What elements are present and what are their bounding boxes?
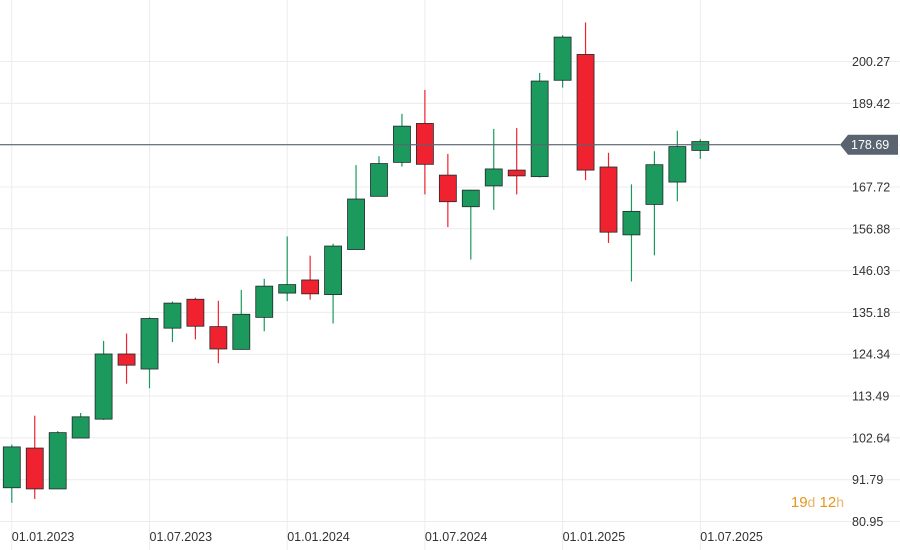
y-tick-label: 91.79 xyxy=(852,473,883,487)
candle-body xyxy=(553,36,572,81)
candle-body xyxy=(71,416,90,439)
candle-body xyxy=(576,54,595,171)
x-tick-label: 01.07.2023 xyxy=(150,530,213,544)
candle-body xyxy=(347,198,365,250)
countdown-hours-unit: h xyxy=(836,494,844,510)
candle xyxy=(25,415,44,499)
candle-countdown-timer: 19d 12h xyxy=(791,494,844,511)
candle xyxy=(209,300,228,364)
candle xyxy=(645,151,664,256)
y-tick-label: 146.03 xyxy=(852,264,890,278)
candle xyxy=(301,255,320,300)
candle xyxy=(255,278,274,332)
y-tick-label: 189.42 xyxy=(852,97,890,111)
candle xyxy=(2,444,21,503)
candle-body xyxy=(645,164,664,205)
candle-body xyxy=(163,302,182,329)
candle xyxy=(71,412,90,439)
candle xyxy=(393,113,411,167)
candle-body xyxy=(48,432,67,490)
candle-body xyxy=(140,318,159,370)
candle xyxy=(599,152,618,243)
candle-body xyxy=(530,80,549,178)
candle xyxy=(484,128,503,210)
y-tick-label: 200.27 xyxy=(852,55,890,69)
candle xyxy=(94,340,113,420)
candles xyxy=(2,22,710,503)
x-tick-label: 01.07.2024 xyxy=(425,530,488,544)
x-tick-label: 01.01.2024 xyxy=(287,530,350,544)
candle-body xyxy=(415,123,434,165)
y-tick-label: 80.95 xyxy=(852,515,883,529)
candle xyxy=(163,301,182,343)
countdown-days: 19 xyxy=(790,494,808,511)
candle-body xyxy=(507,169,526,177)
current-price-line: 178.69 xyxy=(0,134,898,155)
candle-body xyxy=(324,245,343,296)
candle xyxy=(370,156,388,197)
candle xyxy=(438,153,457,228)
candle-body xyxy=(186,298,205,327)
y-tick-label: 167.72 xyxy=(852,180,890,194)
candle-body xyxy=(94,353,113,420)
candle-body xyxy=(25,447,44,490)
candle xyxy=(461,189,480,260)
candle xyxy=(553,35,572,88)
x-tick-label: 01.01.2023 xyxy=(12,530,75,544)
current-price-label: 178.69 xyxy=(851,138,889,152)
candle xyxy=(186,297,205,340)
current-price-label-bg xyxy=(840,134,898,155)
candle xyxy=(507,128,526,195)
candle xyxy=(668,130,687,202)
candle xyxy=(576,22,595,181)
candle-body xyxy=(301,279,320,295)
candle xyxy=(622,184,641,282)
candle-body xyxy=(117,353,136,366)
x-tick-label: 01.07.2025 xyxy=(700,530,763,544)
candle xyxy=(278,236,297,302)
y-tick-label: 102.64 xyxy=(852,431,890,445)
x-axis: 01.01.2023 01.07.2023 01.01.2024 01.07.2024… xyxy=(12,530,763,544)
y-tick-label: 113.49 xyxy=(852,390,889,404)
candle xyxy=(48,431,67,490)
countdown-days-unit: d xyxy=(807,494,816,510)
candle xyxy=(530,72,549,178)
candle xyxy=(232,289,251,350)
candle xyxy=(140,317,159,389)
candle-body xyxy=(255,285,274,318)
candle xyxy=(415,89,434,195)
y-tick-label: 124.34 xyxy=(852,348,890,362)
candle xyxy=(347,165,365,250)
y-tick-label: 156.88 xyxy=(852,222,890,236)
candle-body xyxy=(599,166,618,233)
y-axis: 200.27 189.42 167.72 156.88 146.03 135.18 124.… xyxy=(852,55,890,529)
candle xyxy=(691,139,710,159)
y-tick-label: 135.18 xyxy=(852,306,890,320)
candle-body xyxy=(691,141,710,151)
candle-body xyxy=(370,163,388,197)
candle xyxy=(117,333,136,384)
candle-body xyxy=(2,446,21,489)
candle-body xyxy=(484,168,503,187)
candle-body xyxy=(438,174,457,203)
candle-body xyxy=(232,313,251,350)
candle-body xyxy=(622,210,641,236)
countdown-hours: 12 xyxy=(819,494,837,511)
candle-body xyxy=(461,189,480,208)
x-tick-label: 01.01.2025 xyxy=(563,530,626,544)
candle-body xyxy=(278,284,297,294)
candle-body xyxy=(668,146,687,183)
candle xyxy=(324,243,343,324)
candle-body xyxy=(209,326,228,350)
